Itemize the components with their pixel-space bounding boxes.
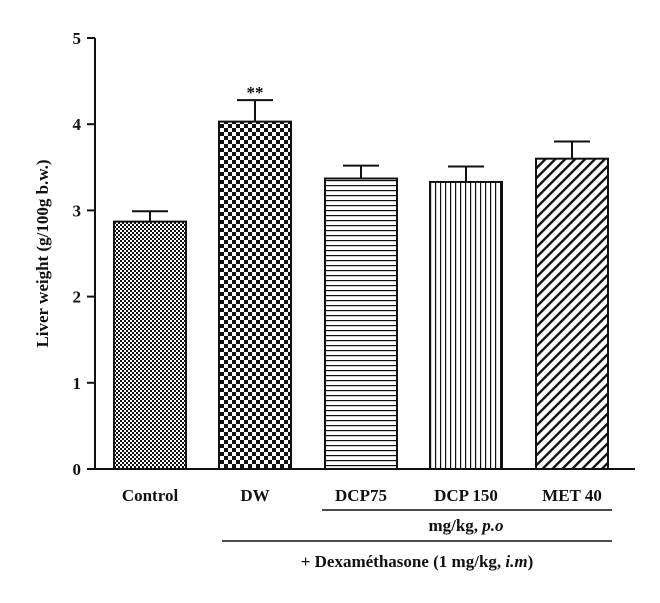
treatment-close: ) — [528, 552, 534, 571]
category-label: DW — [240, 486, 269, 505]
bar-dcp75 — [324, 177, 398, 470]
category-label: DCP75 — [335, 486, 387, 505]
dose-group-label: mg/kg, p.o — [428, 516, 503, 535]
y-axis-title: Liver weight (g/100g b.w.) — [33, 159, 52, 347]
category-label: Control — [122, 486, 179, 505]
treatment-text: + Dexaméthasone (1 mg/kg, — [301, 552, 506, 571]
y-tick-label: 4 — [73, 115, 82, 134]
bar-met-40 — [535, 157, 609, 470]
significance-marker: ** — [247, 83, 264, 102]
dose-unit: mg/kg, — [428, 516, 482, 535]
treatment-group-label: + Dexaméthasone (1 mg/kg, i.m) — [301, 552, 534, 571]
y-tick-label: 3 — [73, 201, 82, 220]
category-label: MET 40 — [542, 486, 602, 505]
bar-dw — [218, 120, 292, 470]
y-tick-label: 2 — [73, 288, 82, 307]
dose-route: p.o — [480, 516, 503, 535]
bar-dcp-150 — [429, 180, 503, 470]
bars — [113, 99, 609, 470]
category-label: DCP 150 — [434, 486, 498, 505]
labels: Control ** DW DCP75 DCP 150 MET 40 mg/kg, p.o +… — [122, 83, 612, 571]
y-tick-label: 0 — [73, 460, 82, 479]
y-tick-label: 1 — [73, 374, 82, 393]
y-tick-label: 5 — [73, 29, 82, 48]
bar-control — [113, 220, 187, 470]
treatment-route: i.m — [505, 552, 527, 571]
